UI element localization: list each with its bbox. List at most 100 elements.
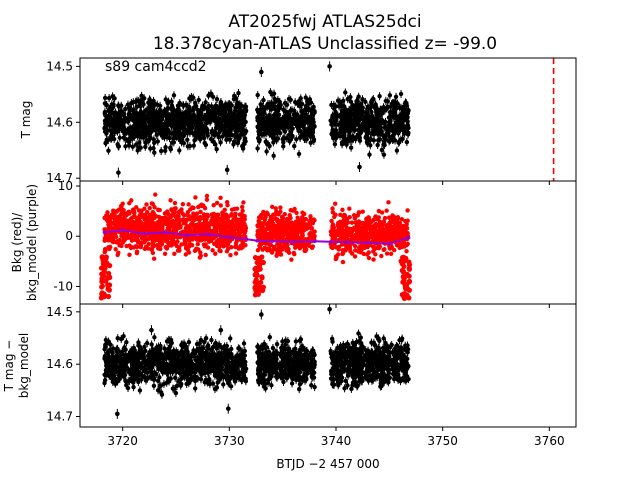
data-point [239, 123, 244, 128]
data-point [228, 213, 234, 218]
data-point [220, 210, 225, 216]
data-point [126, 143, 132, 148]
data-point [147, 205, 152, 211]
data-point [406, 107, 411, 113]
data-point [188, 207, 193, 212]
data-point [131, 210, 137, 215]
data-point [121, 212, 127, 217]
data-point [205, 212, 210, 218]
data-point [147, 116, 153, 122]
data-point [121, 128, 126, 133]
data-point [272, 107, 278, 112]
data-point [270, 204, 275, 210]
data-point [241, 229, 246, 234]
data-point [311, 104, 316, 110]
data-point [153, 192, 158, 197]
data-point [234, 206, 240, 211]
data-point [123, 144, 128, 149]
data-point [102, 95, 108, 101]
data-point [185, 247, 191, 252]
data-point [191, 211, 196, 216]
data-point [255, 125, 261, 130]
data-point [107, 115, 112, 121]
data-point [402, 130, 407, 136]
data-point [151, 123, 157, 128]
data-point [229, 126, 234, 131]
data-point [103, 121, 108, 126]
data-point [160, 217, 166, 223]
data-point [265, 101, 271, 107]
data-point [147, 101, 152, 106]
data-point [343, 90, 348, 95]
outlier-point [116, 170, 121, 175]
data-point [292, 143, 297, 149]
data-point [256, 114, 262, 120]
data-point [188, 97, 194, 102]
data-point [218, 203, 223, 208]
data-point [204, 126, 209, 131]
data-point [398, 91, 404, 97]
data-point [106, 222, 111, 227]
data-point [201, 135, 207, 141]
data-point [143, 220, 149, 226]
data-point [276, 103, 281, 109]
data-point [116, 144, 122, 149]
data-point [264, 140, 269, 145]
data-point [191, 105, 197, 110]
data-point [404, 139, 410, 145]
data-point [190, 237, 195, 242]
data-point [157, 225, 162, 230]
data-point [364, 111, 370, 117]
data-point [306, 236, 312, 241]
data-point [170, 209, 176, 215]
y-axis-label-line: T mag [19, 101, 33, 140]
data-point [151, 256, 157, 261]
data-point [119, 243, 124, 249]
data-point [143, 244, 149, 249]
data-point [205, 236, 210, 242]
data-point [375, 142, 380, 148]
data-point [194, 211, 200, 216]
data-point [240, 213, 245, 218]
data-point [334, 113, 339, 119]
data-point [135, 240, 141, 245]
data-point [221, 244, 226, 249]
data-point [225, 214, 230, 219]
y-axis-label-top: T mag [19, 101, 33, 140]
data-point [120, 240, 125, 245]
data-point [276, 112, 282, 117]
data-point [240, 239, 245, 245]
data-point [235, 122, 241, 127]
data-point [201, 242, 207, 247]
data-point [288, 97, 293, 103]
data-point [191, 205, 196, 211]
data-point [164, 121, 169, 126]
data-point [182, 239, 188, 245]
data-point [204, 197, 210, 202]
data-point [173, 132, 179, 138]
data-point [242, 138, 247, 143]
data-point [311, 138, 316, 144]
data-point [123, 225, 128, 231]
data-point [209, 128, 215, 134]
data-point [289, 127, 294, 133]
data-point [390, 133, 396, 138]
data-point [231, 142, 236, 147]
data-point [194, 127, 199, 132]
data-point [310, 112, 315, 118]
data-point [356, 109, 362, 115]
y-tick-label: 14.7 [46, 171, 73, 185]
data-point [227, 122, 233, 127]
data-point [271, 118, 277, 123]
data-point [288, 215, 293, 221]
data-point [209, 212, 214, 217]
data-point [177, 148, 182, 153]
data-point [239, 103, 244, 109]
data-point [163, 221, 169, 227]
data-point [240, 208, 245, 214]
data-point [162, 251, 168, 257]
data-point [183, 127, 188, 132]
data-point [158, 148, 164, 154]
data-point [203, 222, 209, 228]
data-point [273, 223, 278, 229]
